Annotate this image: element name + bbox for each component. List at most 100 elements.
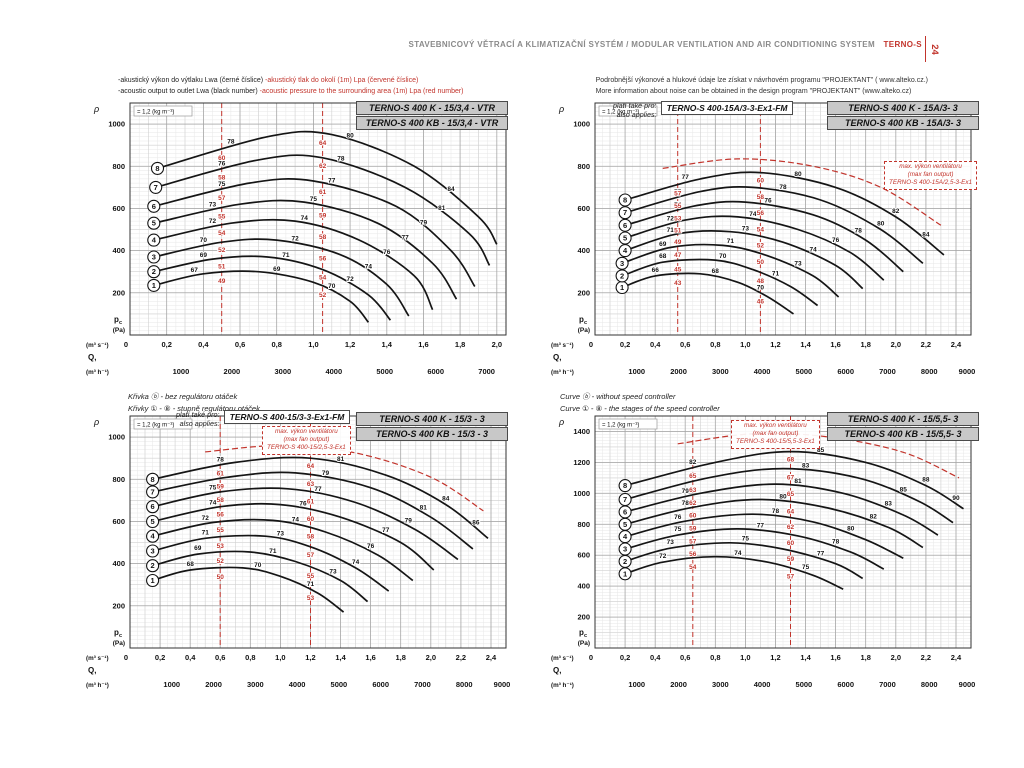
curve-number-badge [615,269,629,283]
acoustic-output-label: 78 [217,457,225,464]
y-tick-label: 1200 [573,458,590,467]
acoustic-output-label: 68 [187,561,195,568]
flow-unit-m3s: (m³ s⁻¹) [551,342,574,349]
acoustic-output-label: 75 [674,189,682,196]
curve-number: 8 [623,196,627,205]
curve-number: 5 [623,234,627,243]
h-tick-label: 2000 [205,680,222,689]
acoustic-output-label: 90 [952,495,960,502]
x-tick-label: 2,0 [891,653,901,662]
curve-number: 1 [620,283,624,292]
x-tick-label: 1,8 [396,653,406,662]
density-symbol: ρ [558,417,564,427]
curve-number-badge [618,193,632,207]
acoustic-output-label: 73 [667,539,675,546]
pressure-axis-sub: c [119,633,122,639]
pressure-unit-label: (Pa) [578,640,590,647]
acoustic-output-label: 80 [794,171,802,178]
acoustic-pressure-label: 52 [218,247,226,254]
x-tick-label: 0,8 [245,653,255,662]
density-note-box [133,105,193,117]
acoustic-pressure-label: 57 [674,190,682,197]
acoustic-pressure-label: 62 [787,524,795,531]
x-tick-label: 1,0 [740,340,750,349]
x-tick-label: 1,8 [455,340,465,349]
x-tick-label: 0,6 [235,340,245,349]
acoustic-pressure-label: 61 [217,471,225,478]
origin-zero: 0 [589,653,593,662]
curve-number-badge [147,199,161,213]
curve-number-badge [618,479,632,493]
fan-curve-7 [155,154,491,266]
curve-number: 8 [151,475,155,484]
pressure-axis-label: pc [114,628,122,639]
acoustic-output-label: 78 [337,155,345,162]
acoustic-pressure-label: 57 [787,574,795,581]
acoustic-output-label: 73 [742,226,750,233]
acoustic-output-label: 81 [794,478,802,485]
flow-unit-m3h: (m³ h⁻¹) [86,682,109,689]
y-tick-label: 600 [112,204,125,213]
acoustic-pressure-label: 65 [689,473,697,480]
acoustic-pressure-label: 56 [217,512,225,519]
acoustic-pressure-label: 60 [757,178,765,185]
x-tick-label: 2,4 [951,653,962,662]
acoustic-output-label: 84 [447,186,455,193]
curve-number: 2 [151,561,155,570]
acoustic-output-label: 71 [667,227,675,234]
legend-en-red: -acoustic pressure to the surrounding ar… [259,87,464,95]
h-tick-label: 7000 [478,367,495,376]
x-tick-label: 0,2 [620,340,630,349]
h-tick-label: 9000 [959,367,976,376]
curve-number-badge [146,500,160,514]
acoustic-pressure-label: 58 [218,175,226,182]
acoustic-pressure-label: 52 [319,292,327,299]
acoustic-output-label: 69 [200,252,208,259]
x-tick-label: 1,0 [275,653,285,662]
acoustic-output-label: 77 [757,523,765,530]
acoustic-pressure-label: 55 [218,213,226,220]
h-tick-label: 5000 [376,367,393,376]
y-tick-label: 400 [577,246,590,255]
flow-symbol: Q, [553,353,561,362]
h-tick-label: 7000 [414,680,431,689]
curve-number: 5 [152,219,156,228]
curve-number: 3 [152,253,156,262]
acoustic-output-label: 77 [817,551,825,558]
curve-number-badge [618,244,632,258]
h-tick-label: 3000 [247,680,264,689]
h-tick-label: 3000 [712,680,729,689]
density-note: = 1,2 (kg m⁻³) [602,423,639,429]
density-note: = 1,2 (kg m⁻³) [137,110,174,116]
x-tick-label: 2,2 [921,340,931,349]
acoustic-output-label: 88 [922,477,930,484]
curve-number: 8 [623,481,627,490]
curve-number-badge [615,256,629,270]
curve-number: 2 [623,557,627,566]
x-tick-label: 1,6 [365,653,375,662]
curve-number: 6 [623,221,627,230]
acoustic-pressure-label: 57 [218,195,226,202]
curve-notes-en: Curve ⓑ - without speed controller Curve… [560,391,720,414]
acoustic-output-label: 79 [682,488,690,495]
curve-number-badge [618,492,632,507]
acoustic-output-label: 85 [817,447,825,454]
acoustic-output-label: 71 [269,548,277,555]
acoustic-output-label: 85 [900,486,908,493]
acoustic-output-label: 80 [877,221,885,228]
acoustic-output-label: 73 [277,531,285,538]
acoustic-output-label: 77 [328,178,336,185]
acoustic-output-label: 66 [652,267,660,274]
curve-number-badge [147,278,161,292]
x-tick-label: 0,2 [155,653,165,662]
acoustic-pressure-label: 58 [307,534,315,541]
acoustic-output-label: 73 [209,201,217,208]
pressure-axis-sub: c [584,320,587,326]
acoustic-pressure-label: 54 [689,564,697,571]
h-tick-label: 4000 [754,680,771,689]
flow-unit-m3h: (m³ h⁻¹) [551,682,574,689]
h-tick-label: 2000 [224,367,241,376]
max-output-curve [677,432,960,479]
acoustic-pressure-label: 64 [319,140,327,147]
acoustic-output-label: 74 [365,264,373,271]
